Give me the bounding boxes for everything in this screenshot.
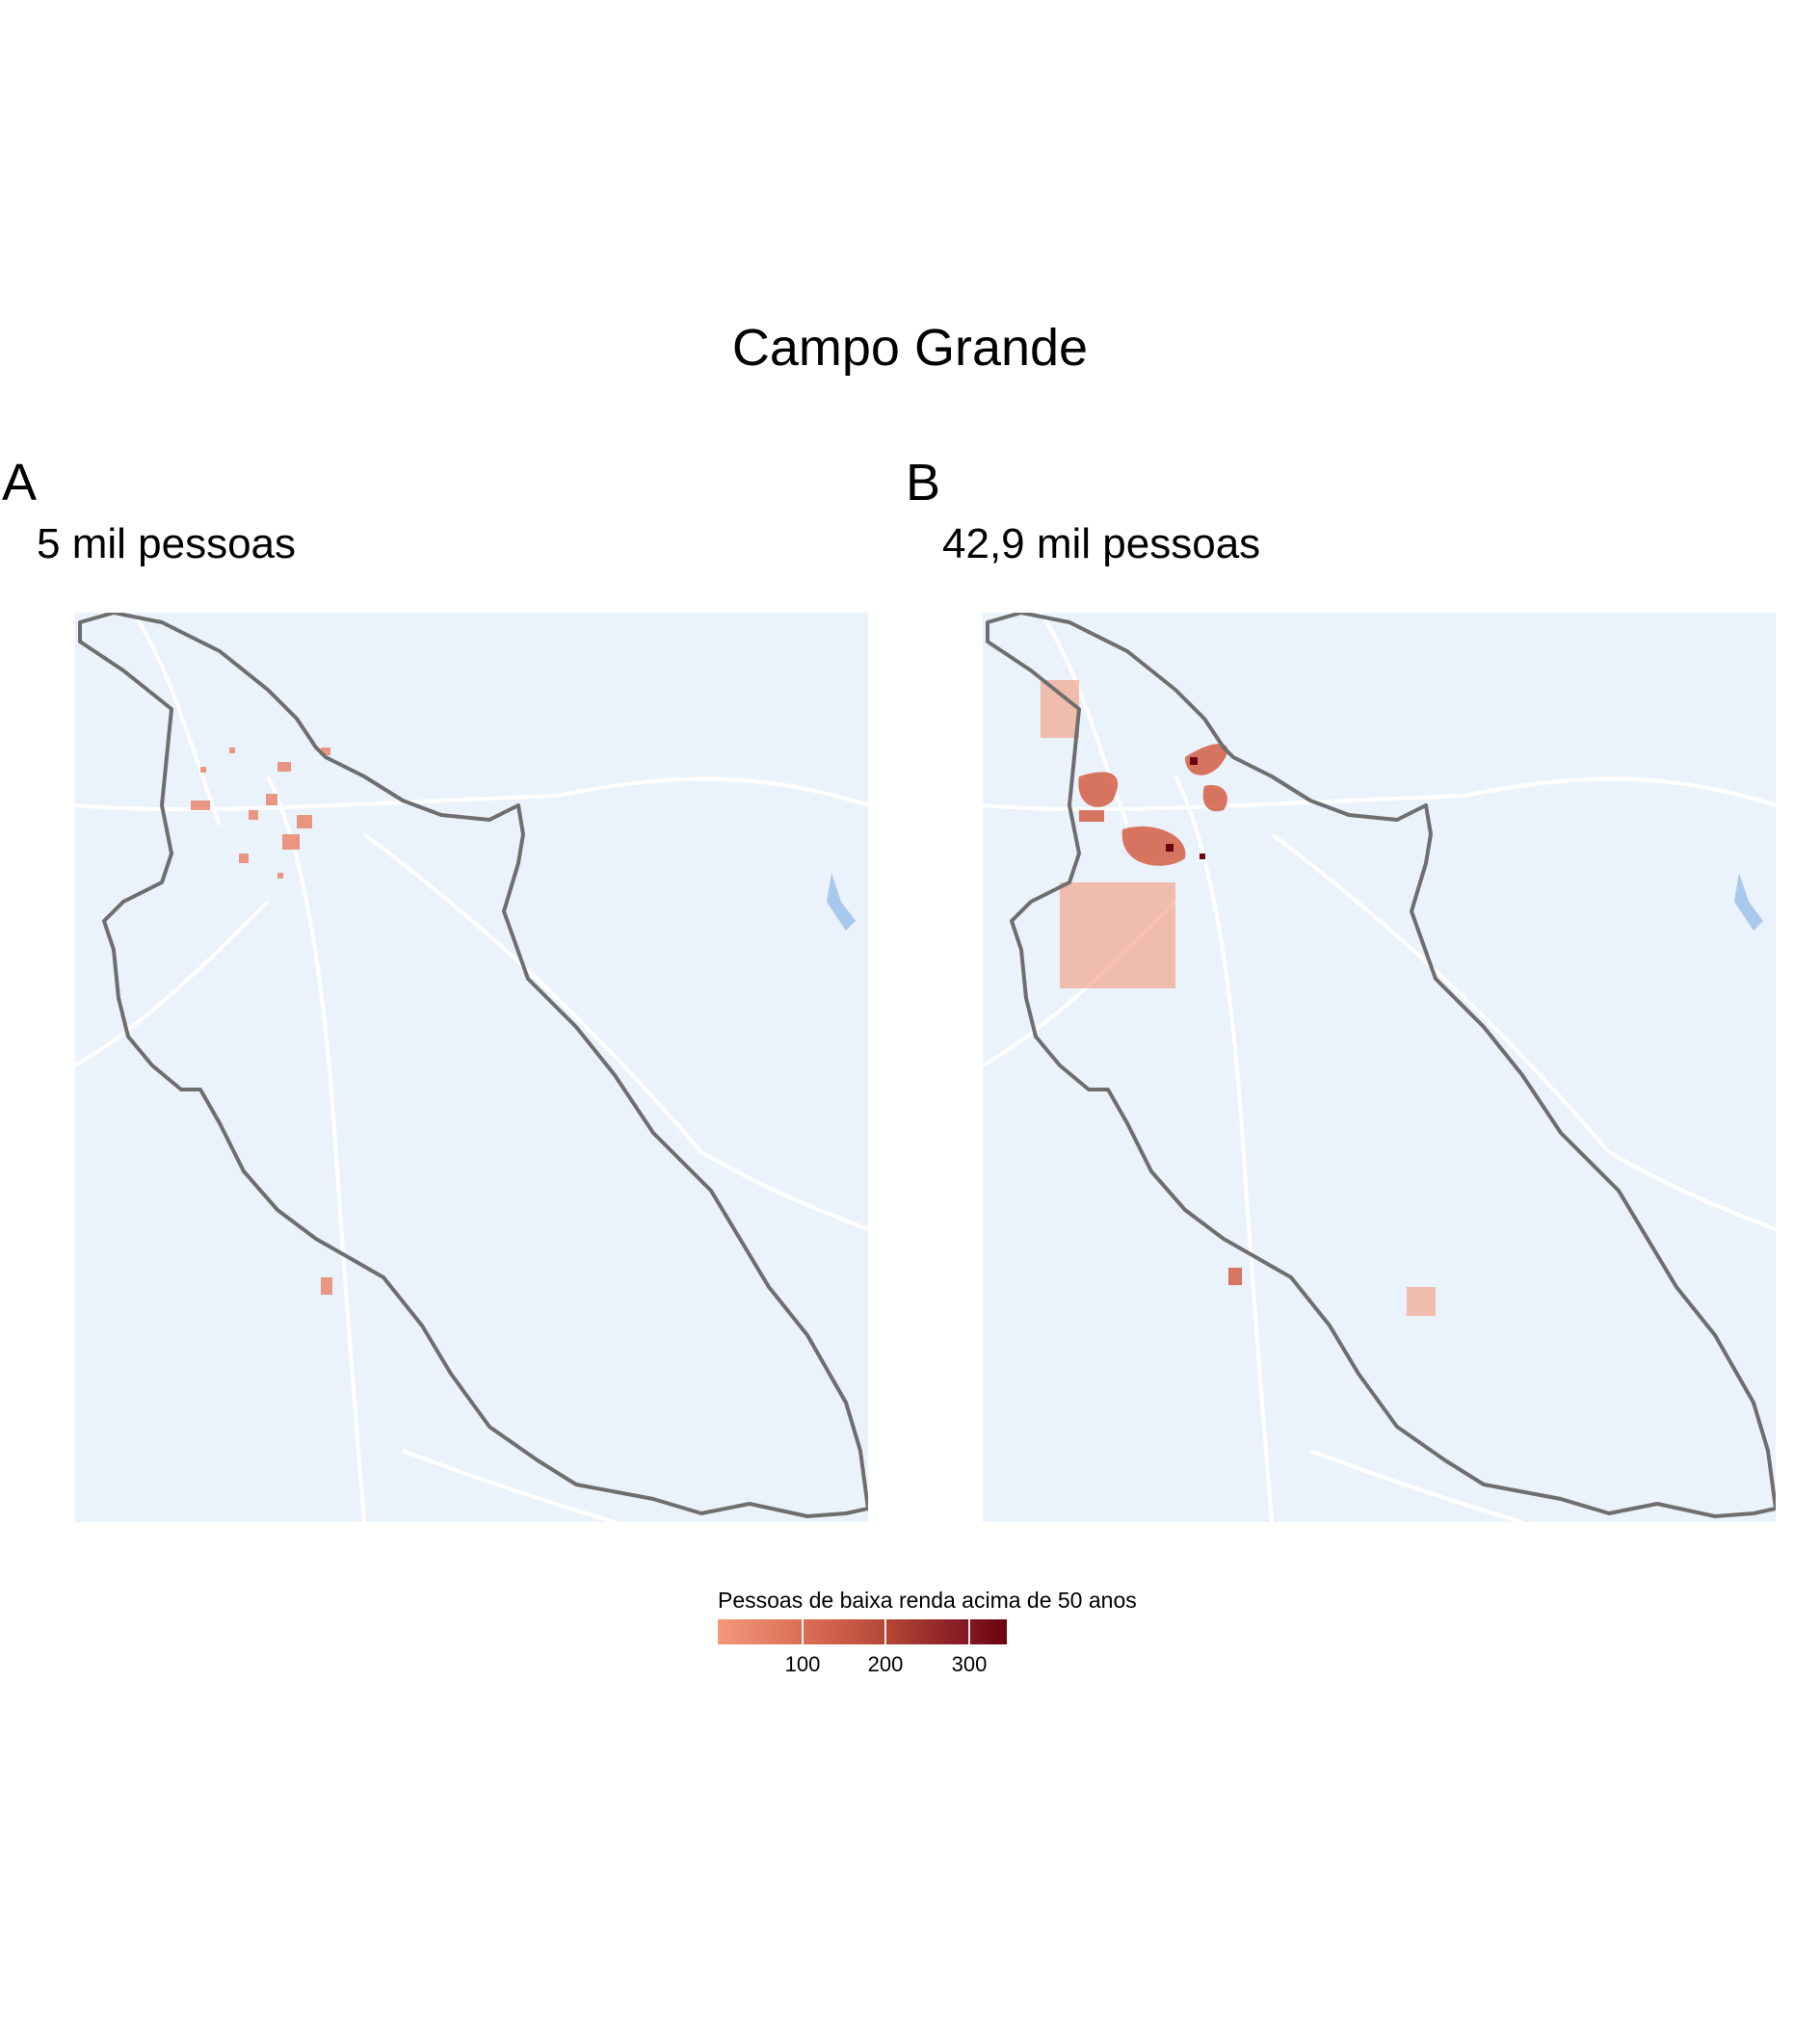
legend-tick-mark (884, 1619, 886, 1644)
figure-title: Campo Grande (731, 319, 1089, 377)
high-density-cells (1166, 757, 1205, 859)
road-network (75, 613, 868, 1522)
population-cells (191, 748, 332, 1295)
legend-colorbar: 100 200 300 (718, 1619, 1007, 1676)
map-background (75, 613, 868, 1522)
map-b-svg (983, 613, 1776, 1522)
legend-tick-label: 200 (867, 1652, 904, 1676)
legend-title: Pessoas de baixa renda acima de 50 anos (718, 1588, 1137, 1613)
legend-tick-mark (968, 1619, 970, 1644)
legend-tick-label: 300 (951, 1652, 988, 1676)
map-a-svg (75, 613, 868, 1522)
panel-a-letter: A (2, 454, 38, 512)
municipality-boundary (78, 613, 868, 1518)
map-panel-a (75, 613, 868, 1522)
sparse-cells (1041, 680, 1436, 1316)
map-panel-b (983, 613, 1776, 1522)
map-background (983, 613, 1776, 1522)
water-features (827, 873, 856, 931)
panel-a-subtitle: 5 mil pessoas (37, 520, 297, 567)
panel-b-subtitle: 42,9 mil pessoas (942, 520, 1261, 567)
legend-tick-label: 100 (784, 1652, 821, 1676)
road-network (983, 613, 1776, 1522)
legend: Pessoas de baixa renda acima de 50 anos … (718, 1588, 1161, 1676)
population-cells (1078, 744, 1242, 1285)
legend-tick-mark (802, 1619, 804, 1644)
water-features (1734, 873, 1763, 931)
panel-b-letter: B (906, 454, 941, 512)
municipality-boundary (986, 613, 1776, 1518)
